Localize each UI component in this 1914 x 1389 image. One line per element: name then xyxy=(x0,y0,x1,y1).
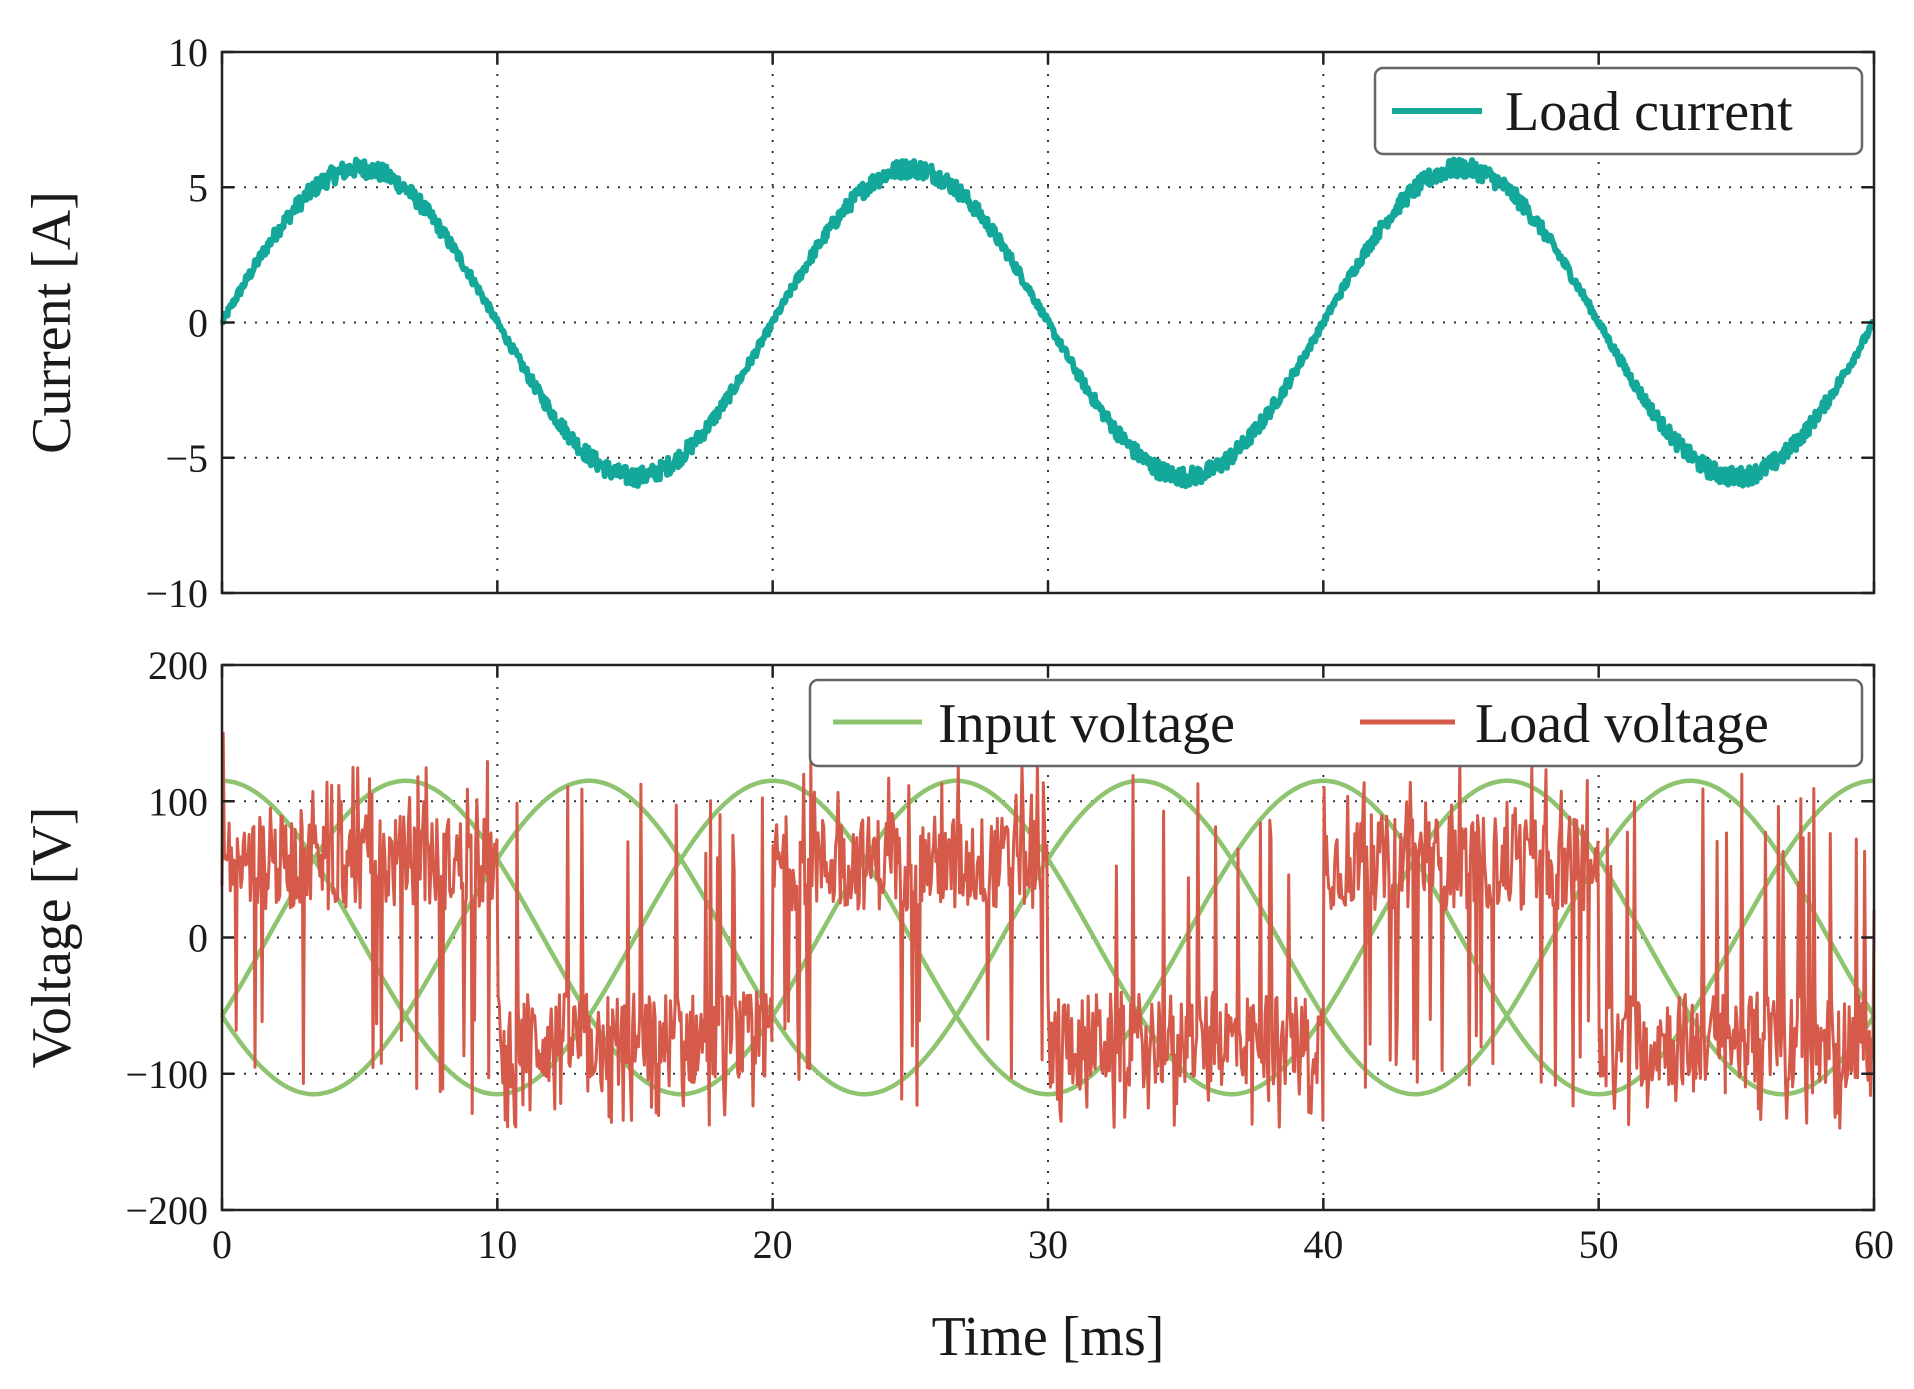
ytick-label-100: 100 xyxy=(148,779,208,824)
ytick-label-0: 0 xyxy=(188,301,208,346)
current-ylabel: Current [A] xyxy=(21,191,83,454)
time-xlabel: Time [ms] xyxy=(932,1306,1165,1368)
ytick-label-0: 0 xyxy=(188,916,208,961)
voltage-ticks: −200 −100 0 100 200 0 10 20 30 40 50 60 xyxy=(125,643,1894,1267)
ytick-label-5: 5 xyxy=(188,165,208,210)
current-panel: −10 −5 0 5 10 Current [A] Load current xyxy=(21,30,1877,616)
current-legend: Load current xyxy=(1373,66,1864,156)
current-legend-box xyxy=(1373,66,1864,156)
ytick-label--10: −10 xyxy=(145,571,208,616)
current-series xyxy=(219,156,1877,490)
xtick-label-20: 20 xyxy=(753,1222,793,1267)
xtick-label-0: 0 xyxy=(212,1222,232,1267)
voltage-legend: Input voltage Load voltage xyxy=(808,678,1864,768)
legend-label-load-current: Load current xyxy=(1505,81,1793,143)
ytick-label-200: 200 xyxy=(148,643,208,688)
xtick-label-40: 40 xyxy=(1303,1222,1343,1267)
legend-label-load-voltage: Load voltage xyxy=(1475,693,1769,755)
ytick-label--200: −200 xyxy=(125,1188,208,1233)
xtick-label-60: 60 xyxy=(1854,1222,1894,1267)
voltage-series xyxy=(220,731,1876,1130)
series-input-voltage-phase-2 xyxy=(221,778,1875,1097)
xtick-label-30: 30 xyxy=(1028,1222,1068,1267)
ytick-label-10: 10 xyxy=(168,30,208,75)
ytick-label--100: −100 xyxy=(125,1052,208,1097)
xtick-label-50: 50 xyxy=(1579,1222,1619,1267)
xtick-label-10: 10 xyxy=(477,1222,517,1267)
voltage-legend-box xyxy=(808,678,1864,768)
series-load-current xyxy=(219,156,1877,490)
voltage-panel: −200 −100 0 100 200 0 10 20 30 40 50 60 Voltage [V]… xyxy=(21,643,1894,1368)
legend-label-input-voltage: Input voltage xyxy=(938,693,1235,755)
series-load-voltage xyxy=(220,731,1876,1130)
current-ticks: −10 −5 0 5 10 xyxy=(145,30,1876,616)
ytick-label--5: −5 xyxy=(165,436,208,481)
voltage-ylabel: Voltage [V] xyxy=(21,807,83,1069)
